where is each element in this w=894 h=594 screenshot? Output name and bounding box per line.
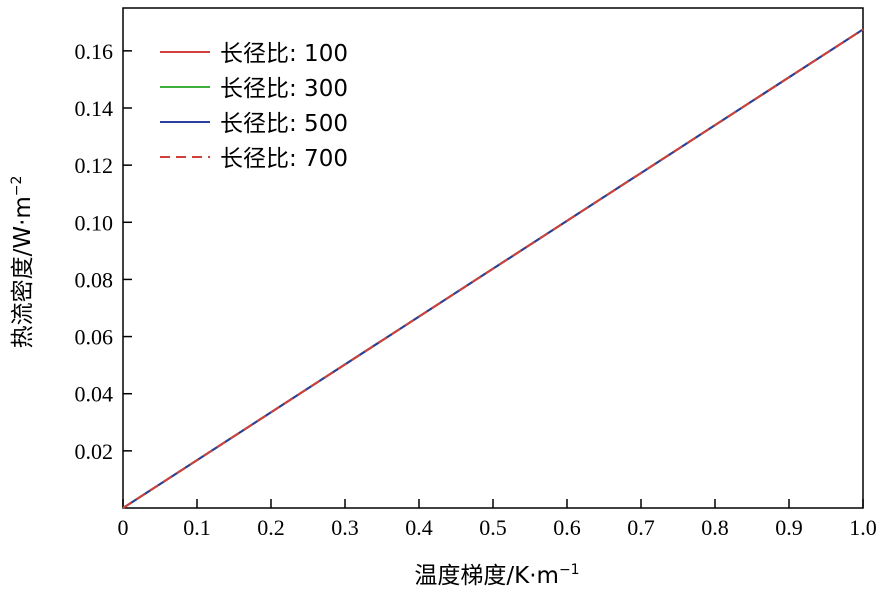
series-line [122,28,864,509]
series-lines [122,28,864,509]
y-tick-label: 0.08 [75,267,114,292]
y-tick-label: 0.06 [75,325,114,350]
x-tick-label: 0.9 [775,515,803,540]
legend-label: 长径比: 100 [220,41,348,67]
y-tick-label: 0.12 [75,153,114,178]
x-tick-label: 0.6 [553,515,581,540]
legend-label: 长径比: 700 [220,146,348,172]
y-tick-label: 0.04 [75,382,114,407]
y-axis-title: 热流密度/W·m−2 [9,176,36,349]
x-tick-label: 0.4 [405,515,433,540]
x-tick-label: 0.7 [627,515,655,540]
x-tick-label: 0.1 [183,515,211,540]
x-tick-label: 0.5 [479,515,507,540]
legend-label: 长径比: 300 [220,76,348,102]
x-tick-label: 0.2 [257,515,285,540]
x-tick-label: 0.8 [701,515,729,540]
y-tick-label: 0.14 [75,96,114,121]
y-tick-label: 0.16 [75,39,114,64]
x-tick-label: 1.0 [849,515,877,540]
y-axis: 0.02 0.04 0.06 0.08 0.10 0.12 0.14 0.16 [75,39,132,464]
x-axis: 0 0.1 0.2 0.3 0.4 0.5 0.6 0.7 0.8 0.9 1.0 [118,499,877,540]
x-tick-label: 0.3 [331,515,359,540]
y-tick-label: 0.10 [75,210,114,235]
x-tick-label: 0 [118,515,129,540]
x-axis-title: 温度梯度/K·m−1 [414,562,579,589]
legend: 长径比: 100 长径比: 300 长径比: 500 长径比: 700 [160,41,348,172]
legend-label: 长径比: 500 [220,111,348,137]
y-tick-label: 0.02 [75,439,114,464]
